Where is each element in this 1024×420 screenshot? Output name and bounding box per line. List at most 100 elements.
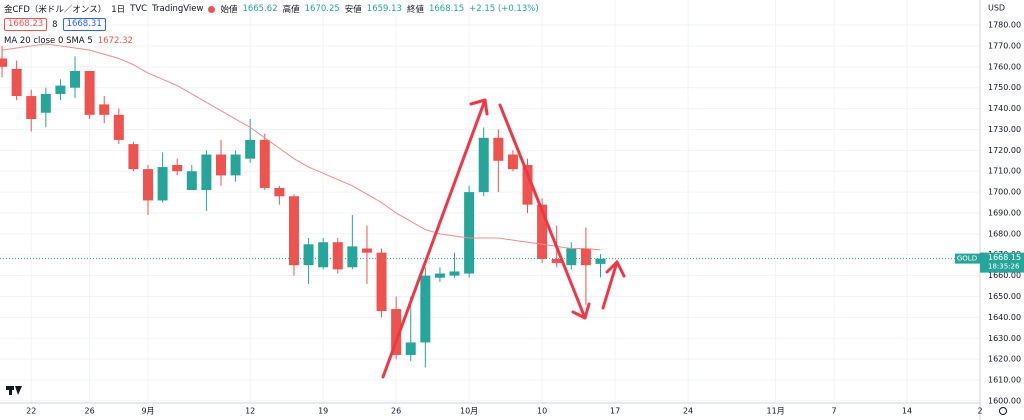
settings-icon[interactable]: [999, 407, 1007, 415]
open-value: 1665.62: [242, 4, 278, 14]
candle-body: [172, 164, 183, 172]
high-label: 高値: [282, 5, 300, 15]
candle-body: [157, 167, 168, 201]
arrow-up-head: [469, 98, 489, 116]
candle-body: [537, 204, 548, 259]
low-value: 1659.13: [366, 4, 402, 14]
ma-line: [1, 43, 601, 251]
bid[interactable]: 1668.23: [4, 18, 48, 31]
arrow-down-line: [498, 103, 587, 320]
currency-label: USD: [988, 4, 1005, 13]
y-tick-label: 1730.00: [988, 125, 1021, 134]
ma-value: 1672.32: [97, 36, 133, 46]
grid: [0, 0, 981, 403]
candle-body: [40, 93, 51, 113]
x-tick-label: 26: [391, 407, 401, 416]
plot: [0, 43, 980, 368]
candle-body: [332, 242, 343, 270]
symbol: 金CFD（米ドル／オンス）: [4, 5, 107, 15]
high-value: 1670.25: [304, 4, 340, 14]
header-line: 金CFD（米ドル／オンス） 1日 TVC TradingView 始値 1665.…: [4, 3, 539, 15]
ask[interactable]: 1668.31: [62, 18, 106, 31]
ma-name: MA 20 close 0 SMA 5: [4, 36, 93, 46]
candle-body: [551, 258, 562, 264]
candle-body: [566, 248, 577, 266]
x-tick-label: 14: [902, 407, 912, 416]
y-tick-label: 1720.00: [988, 146, 1021, 155]
candle-body: [493, 137, 504, 161]
symbol-tag-text: GOLD: [957, 255, 977, 263]
candle-body: [113, 114, 124, 140]
candle-body: [303, 244, 314, 266]
candle-body: [580, 248, 591, 266]
x-tick-label: 24: [683, 407, 693, 416]
candle-body: [478, 137, 489, 193]
low-label: 安値: [344, 5, 362, 15]
open-label: 始値: [220, 5, 238, 15]
candle-body: [99, 104, 110, 115]
y-tick-label: 1710.00: [988, 167, 1021, 176]
y-tick-label: 1660.00: [988, 271, 1021, 280]
x-tick-label: 19: [318, 407, 328, 416]
spread: 8: [52, 19, 58, 30]
x-tick-label: 10: [537, 407, 547, 416]
candle-body: [347, 246, 358, 268]
x-tick-label: 17: [610, 407, 620, 416]
x-tick-label: 9月: [141, 407, 154, 416]
y-tick-label: 1750.00: [988, 83, 1021, 92]
brand: TradingView: [152, 4, 204, 14]
x-tick-label: 2: [977, 407, 982, 416]
candle-body: [186, 171, 197, 191]
y-tick-label: 1740.00: [988, 104, 1021, 113]
candle-body: [361, 248, 372, 253]
y-tick-label: 1760.00: [988, 62, 1021, 71]
candle-body: [201, 154, 212, 191]
candle-body: [391, 309, 402, 355]
y-tick-label: 1630.00: [988, 334, 1021, 343]
candle-body: [26, 96, 37, 120]
candle-body: [522, 164, 533, 205]
candle-body: [84, 70, 95, 115]
candle-body: [143, 169, 154, 201]
candle-body: [376, 252, 387, 312]
candle-body: [259, 139, 270, 188]
y-tick-label: 1680.00: [988, 229, 1021, 238]
y-tick-label: 1780.00: [988, 21, 1021, 30]
candle-body: [464, 192, 475, 274]
market-status: [208, 5, 216, 13]
x-tick-label: 12: [245, 407, 255, 416]
close-value: 1668.15: [428, 4, 465, 14]
change: +2.15 (+0.13%): [469, 4, 539, 14]
candle-body: [318, 242, 329, 268]
symbol-tag: [955, 253, 980, 264]
y-tick-label: 1650.00: [988, 292, 1021, 301]
axes: 1600.00 1610.00 1620.00 1630.00 1640.00 1650.…: [26, 21, 1024, 416]
candle-body: [0, 58, 8, 67]
candle-body: [507, 154, 518, 170]
candle-body: [595, 258, 606, 264]
arrow-small-line: [601, 260, 619, 310]
y-tick-label: 1600.00: [988, 396, 1021, 405]
arrow-down-head: [571, 302, 591, 320]
close-label: 終値: [406, 5, 424, 15]
arrow-small-head: [605, 260, 626, 278]
indicator-line: MA 20 close 0 SMA 5 1672.32: [4, 36, 133, 46]
countdown: 18:35:26: [988, 263, 1020, 271]
annotation-arrows: [381, 98, 626, 379]
price-tag: [980, 252, 1024, 273]
x-tick-label: 26: [85, 407, 95, 416]
y-tick-label: 1640.00: [988, 313, 1021, 322]
candle-body: [11, 68, 22, 97]
y-tick-label: 1620.00: [988, 355, 1021, 364]
candle-body: [420, 275, 431, 343]
quote-line: 1668.23 8 1668.31: [4, 18, 106, 31]
price-axis-panel: [980, 0, 1024, 420]
candle-body: [405, 342, 416, 355]
x-tick-label: 22: [26, 407, 36, 416]
candle-body: [449, 271, 460, 276]
candle-body: [245, 139, 256, 159]
source: TVC: [130, 4, 148, 14]
candle-body: [434, 273, 445, 278]
